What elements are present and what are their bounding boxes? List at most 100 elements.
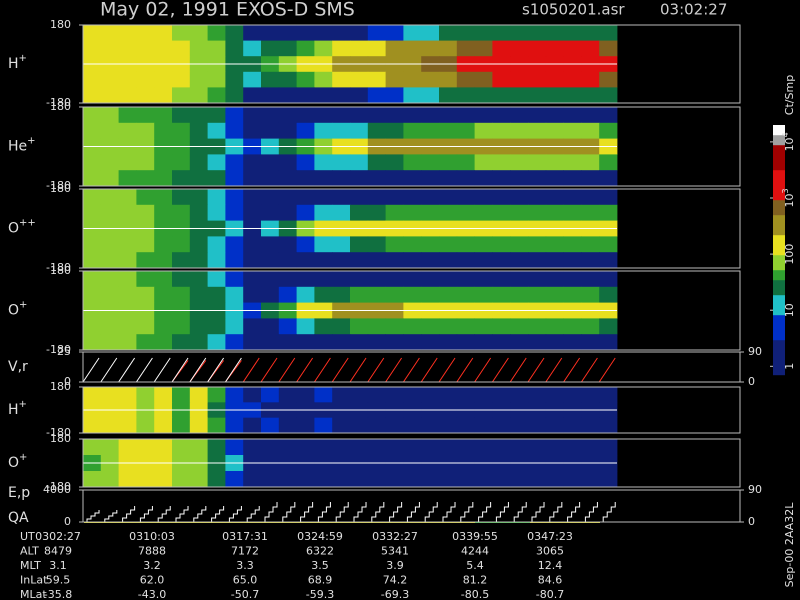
heatmap-cell: [528, 204, 547, 221]
heatmap-cell: [136, 471, 155, 488]
heatmap-cell: [528, 334, 547, 351]
heatmap-cell: [154, 189, 173, 206]
heatmap-cell: [403, 318, 422, 335]
heatmap-cell: [83, 107, 102, 124]
heatmap-cell: [225, 387, 244, 403]
heatmap-cell: [225, 40, 244, 57]
panel-label-sup: +: [19, 53, 27, 64]
heatmap-cell: [314, 252, 333, 269]
heatmap-cell: [225, 189, 244, 206]
heatmap-cell: [581, 471, 600, 488]
heatmap-cell: [421, 154, 440, 171]
heatmap-cell: [456, 471, 475, 488]
heatmap-cell: [581, 286, 600, 303]
heatmap-cell: [492, 170, 511, 187]
panel-label-text: He: [8, 139, 27, 155]
heatmap-cell: [83, 439, 102, 456]
heatmap-cell: [421, 471, 440, 488]
heatmap-cell: [385, 189, 404, 206]
heatmap-cell: [528, 318, 547, 335]
heatmap-cell: [563, 71, 582, 88]
heatmap-cell: [261, 318, 280, 335]
heatmap-cell: [332, 40, 351, 57]
series-step: [189, 506, 207, 523]
table-cell: -50.7: [231, 588, 259, 600]
heatmap-cell: [172, 107, 191, 124]
heatmap-cell: [83, 204, 102, 221]
colorbar-segment: [773, 365, 785, 371]
table-cell: 5341: [381, 545, 409, 558]
panel-background: [83, 352, 740, 382]
heatmap-cell: [332, 170, 351, 187]
heatmap-cell: [261, 439, 280, 456]
heatmap-cell: [510, 25, 529, 41]
heatmap-cell: [261, 286, 280, 303]
heatmap-cell: [225, 87, 244, 104]
colorbar-segment: [773, 180, 785, 186]
table-cell: -35.8: [44, 588, 72, 600]
heatmap-cell: [118, 471, 137, 488]
heatmap-cell: [154, 471, 173, 488]
panel-frame: [82, 438, 741, 488]
heatmap-cell: [332, 417, 351, 434]
heatmap-cell: [599, 154, 618, 171]
colorbar-segment: [773, 160, 785, 166]
heatmap-cell: [528, 439, 547, 456]
heatmap-cell: [136, 387, 155, 403]
heatmap-cell: [528, 122, 547, 139]
heatmap-cell: [350, 417, 369, 434]
series-step: [528, 502, 545, 523]
heatmap-cell: [474, 252, 493, 269]
heatmap-cell: [207, 122, 226, 139]
heatmap-cell: [332, 471, 351, 488]
table-cell: -80.7: [536, 588, 564, 600]
heatmap-cell: [599, 387, 618, 403]
table-cell: 7888: [138, 545, 166, 558]
series-step: [350, 502, 367, 523]
heatmap-cell: [332, 286, 351, 303]
heatmap-cell: [100, 439, 119, 456]
colorbar-tick-text: 1: [783, 363, 796, 370]
heatmap-cell: [172, 439, 191, 456]
heatmap-cell: [474, 286, 493, 303]
heatmap-cell: [545, 122, 564, 139]
panel-label-text: V,r: [8, 359, 28, 375]
heatmap-cell: [367, 71, 386, 88]
chart-title: May 02, 1991 EXOS-D SMS: [100, 0, 355, 21]
heatmap-cell: [492, 334, 511, 351]
heatmap-cell: [189, 189, 208, 206]
heatmap-cell: [528, 471, 547, 488]
heatmap-cell: [403, 439, 422, 456]
heatmap-cell: [296, 40, 315, 57]
colorbar-segment: [773, 345, 785, 351]
heatmap-cell: [261, 252, 280, 269]
heatmap-cell: [243, 170, 262, 187]
heatmap-cell: [225, 154, 244, 171]
heatmap-cell: [350, 286, 369, 303]
heatmap-cell: [421, 122, 440, 139]
heatmap-cell: [278, 40, 297, 57]
table-cell: -43.0: [138, 588, 166, 600]
heatmap-cell: [510, 122, 529, 139]
heatmap-cell: [100, 387, 119, 403]
table-cell: 3.9: [386, 559, 404, 572]
y-tick-label: 180: [50, 432, 71, 445]
heatmap-cell: [545, 170, 564, 187]
table-cell: 62.0: [140, 574, 165, 587]
heatmap-cell: [456, 87, 475, 104]
heatmap-cell: [456, 286, 475, 303]
heatmap-cell: [100, 252, 119, 269]
heatmap-cell: [296, 154, 315, 171]
colorbar-segment: [773, 225, 785, 231]
colorbar-tick-label: 1: [783, 363, 796, 370]
heatmap-cell: [261, 87, 280, 104]
heatmap-cell: [421, 71, 440, 88]
heatmap-cell: [172, 334, 191, 351]
heatmap-cell: [189, 236, 208, 253]
heatmap-cell: [421, 107, 440, 124]
heatmap-cell: [456, 318, 475, 335]
heatmap-cell: [243, 318, 262, 335]
heatmap-cell: [367, 471, 386, 488]
heatmap-cell: [154, 204, 173, 221]
heatmap-cell: [278, 417, 297, 434]
